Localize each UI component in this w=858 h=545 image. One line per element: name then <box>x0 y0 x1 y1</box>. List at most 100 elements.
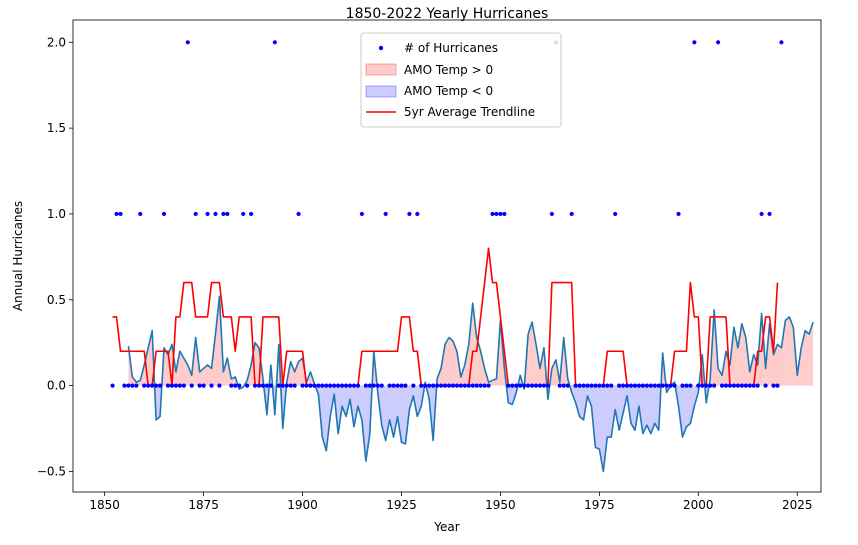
hurricane-point <box>581 383 586 388</box>
amo-positive-fill-segment <box>789 316 794 386</box>
hurricane-point <box>446 383 452 388</box>
amo-negative-fill-segment <box>353 385 358 427</box>
amo-negative-fill-segment <box>326 385 331 451</box>
amo-positive-fill-segment <box>164 347 168 386</box>
amo-negative-fill-segment <box>642 385 647 434</box>
amo-positive-fill-segment <box>290 361 295 386</box>
hurricane-point <box>486 383 491 388</box>
hurricane-point <box>613 211 618 217</box>
amo-negative-fill-segment <box>686 385 691 427</box>
chart-title: 1850-2022 Yearly Hurricanes <box>346 6 549 22</box>
hurricane-point <box>347 383 353 388</box>
hurricane-point <box>589 383 594 388</box>
amo-positive-fill-segment <box>445 337 449 386</box>
hurricane-point <box>510 383 515 388</box>
amo-positive-fill-segment <box>769 323 774 386</box>
hurricane-point <box>177 383 182 388</box>
hurricane-point <box>676 211 681 217</box>
x-tick-label: 2000 <box>683 498 714 512</box>
hurricane-point <box>304 383 309 388</box>
legend-label-amo-positive: AMO Temp > 0 <box>404 63 493 77</box>
hurricane-point <box>644 383 649 388</box>
hurricane-point <box>727 383 733 388</box>
amo-positive-fill-segment <box>480 351 485 386</box>
hurricane-point <box>217 383 222 388</box>
amo-positive-fill-segment <box>203 364 208 386</box>
hurricane-point <box>771 383 776 388</box>
hurricane-point <box>237 383 242 388</box>
amo-positive-fill-segment <box>464 344 469 386</box>
hurricane-point <box>130 383 135 388</box>
legend-box <box>360 32 562 128</box>
hurricane-point <box>636 383 642 388</box>
hurricane-point <box>462 383 467 388</box>
hurricane-point <box>181 383 186 388</box>
x-axis-ticks: 1850 1875 1900 1925 1950 1975 2000 2025 <box>89 492 813 512</box>
hurricane-point <box>264 383 270 388</box>
hurricane-point <box>415 211 420 217</box>
legend-marker-hurricanes <box>378 45 384 51</box>
amo-positive-fill-segment <box>187 364 192 386</box>
amo-negative-fill-segment <box>508 385 513 405</box>
hurricane-point <box>403 383 408 388</box>
hurricane-point <box>197 383 202 388</box>
amo-positive-fill-segment <box>472 303 477 386</box>
amo-negative-fill-segment <box>357 385 362 420</box>
hurricane-point <box>660 383 665 388</box>
hurricane-point <box>355 383 361 388</box>
hurricane-point <box>395 383 400 388</box>
y-axis-ticks: −0.5 0.0 0.5 1.0 1.5 2.0 <box>37 35 73 478</box>
hurricane-point <box>300 383 305 388</box>
amo-negative-fill-segment <box>417 385 422 417</box>
amo-negative-fill-segment <box>619 385 624 431</box>
hurricane-point <box>708 383 713 388</box>
hurricane-point <box>601 383 606 388</box>
amo-positive-fill-segment <box>207 364 212 386</box>
hurricane-point <box>490 211 495 217</box>
hurricane-point <box>617 383 622 388</box>
amo-negative-fill-segment <box>654 385 659 431</box>
hurricane-point <box>324 383 329 388</box>
amo-negative-fill-segment <box>393 385 398 438</box>
hurricane-point <box>221 211 226 217</box>
hurricane-point <box>458 383 463 388</box>
hurricane-point <box>632 383 638 388</box>
amo-positive-fill-segment <box>785 316 790 386</box>
hurricane-point <box>474 383 479 388</box>
amo-positive-fill-segment <box>179 351 184 386</box>
hurricane-point <box>565 383 570 388</box>
hurricane-point <box>533 383 539 388</box>
hurricane-point <box>114 211 119 217</box>
legend-label-amo-negative: AMO Temp < 0 <box>404 84 493 98</box>
amo-negative-fill-segment <box>575 385 580 417</box>
hurricane-point <box>189 383 194 388</box>
hurricane-point <box>739 383 744 388</box>
hurricane-point <box>712 383 717 388</box>
amo-negative-fill-group <box>154 385 710 472</box>
hurricane-point <box>351 383 357 388</box>
amo-negative-fill-segment <box>599 385 604 472</box>
hurricane-point <box>288 383 293 388</box>
hurricane-point <box>438 383 444 388</box>
hurricane-point <box>549 211 554 217</box>
hurricane-point <box>423 383 428 388</box>
amo-negative-fill-segment <box>611 385 616 438</box>
hurricane-point <box>225 211 230 217</box>
amo-positive-fill-segment <box>223 358 228 386</box>
hurricane-point <box>213 211 218 217</box>
hurricane-point <box>205 211 210 217</box>
plot-frame <box>72 19 822 493</box>
hurricane-point <box>110 383 115 388</box>
x-axis-title: Year <box>433 520 459 534</box>
hurricane-point <box>150 383 155 388</box>
y-tick-label: 0.0 <box>47 379 66 393</box>
hurricane-point <box>340 383 345 388</box>
amo-positive-fill-segment <box>528 322 533 386</box>
hurricane-point <box>387 383 392 388</box>
hurricane-point <box>371 383 376 388</box>
hurricane-point <box>763 383 768 388</box>
hurricane-point <box>652 383 657 388</box>
hurricane-point <box>272 40 277 45</box>
hurricane-point <box>514 383 519 388</box>
hurricane-point <box>470 383 475 388</box>
